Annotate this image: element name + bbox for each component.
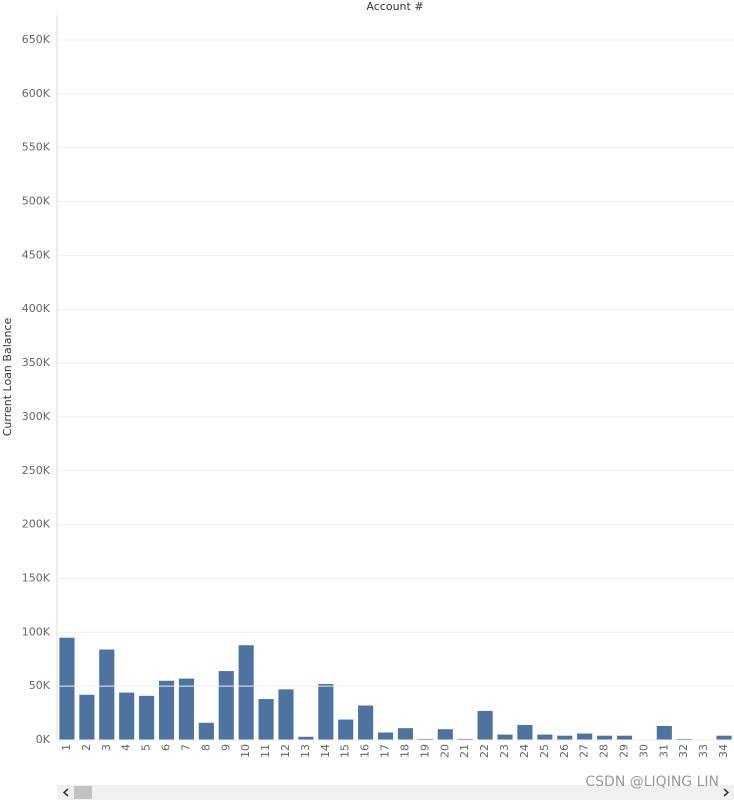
bar xyxy=(158,680,175,740)
scrollbar[interactable] xyxy=(57,785,734,800)
y-tick-label: 200K xyxy=(22,518,51,531)
bar xyxy=(477,710,493,740)
x-tick-label: 17 xyxy=(379,744,392,758)
bar xyxy=(457,738,473,740)
bar xyxy=(377,732,394,740)
x-tick-label: 26 xyxy=(558,744,571,758)
bar xyxy=(198,722,214,740)
bar xyxy=(397,728,414,740)
y-tick-label: 600K xyxy=(22,87,51,100)
x-tick-label: 1 xyxy=(60,744,73,751)
x-tick-label: 24 xyxy=(518,744,531,758)
x-tick-label: 18 xyxy=(398,744,411,758)
bar xyxy=(278,689,294,740)
bar xyxy=(417,738,433,740)
x-tick-label: 34 xyxy=(717,744,730,758)
bar xyxy=(178,678,194,740)
x-tick-label: 23 xyxy=(498,744,511,758)
bar xyxy=(716,735,732,740)
scroll-right[interactable] xyxy=(723,788,730,797)
bar xyxy=(79,694,95,740)
x-tick-label: 5 xyxy=(140,744,153,751)
bar xyxy=(537,734,553,740)
x-tick-label: 12 xyxy=(279,744,292,758)
x-tick-label: 14 xyxy=(319,744,332,758)
x-tick-label: 32 xyxy=(677,744,690,758)
x-tick-label: 22 xyxy=(478,744,491,758)
x-tick-label: 9 xyxy=(219,744,232,751)
bar xyxy=(338,719,354,740)
y-tick-label: 300K xyxy=(22,410,51,423)
bar xyxy=(238,645,254,740)
x-tick-label: 28 xyxy=(598,744,611,758)
x-tick-label: 29 xyxy=(617,744,630,758)
y-tick-label: 0K xyxy=(36,733,51,746)
y-tick-label: 250K xyxy=(22,464,51,477)
x-tick-label: 33 xyxy=(697,744,710,758)
x-tick-label: 27 xyxy=(578,744,591,758)
x-tick-label: 10 xyxy=(239,744,252,758)
y-tick-label: 650K xyxy=(22,33,51,46)
bar xyxy=(557,735,573,740)
x-tick-label: 20 xyxy=(438,744,451,758)
bar xyxy=(616,735,633,740)
y-tick-label: 550K xyxy=(22,141,51,154)
bar xyxy=(59,637,75,740)
bar xyxy=(517,724,533,740)
x-tick-label: 30 xyxy=(637,744,650,758)
bar xyxy=(597,735,613,740)
y-tick-label: 50K xyxy=(29,679,51,692)
bar xyxy=(99,649,115,740)
y-tick-label: 500K xyxy=(22,195,51,208)
x-tick-label: 11 xyxy=(259,744,272,758)
y-tick-label: 100K xyxy=(22,625,51,638)
bar xyxy=(139,695,155,740)
watermark: CSDN @LIQING LIN xyxy=(585,774,719,790)
scroll-track[interactable] xyxy=(57,785,734,800)
x-tick-label: 16 xyxy=(359,744,372,758)
bar xyxy=(577,733,593,740)
x-tick-label: 6 xyxy=(160,744,173,751)
scroll-left[interactable] xyxy=(62,788,69,797)
x-tick-label: 2 xyxy=(80,744,93,751)
x-tick-label: 13 xyxy=(299,744,312,758)
bar xyxy=(119,692,135,740)
y-tick-label: 450K xyxy=(22,248,51,261)
y-tick-label: 350K xyxy=(22,356,51,369)
bar xyxy=(258,699,274,740)
bar xyxy=(358,705,374,740)
column-header: Account # xyxy=(366,0,423,13)
x-tick-label: 15 xyxy=(339,744,352,758)
bar xyxy=(437,729,453,740)
x-tick-label: 21 xyxy=(458,744,471,758)
bar xyxy=(318,684,334,740)
y-axis-title: Current Loan Balance xyxy=(1,317,14,436)
bar xyxy=(676,738,692,740)
bar xyxy=(656,726,672,740)
x-tick-label: 4 xyxy=(120,744,133,751)
x-tick-label: 8 xyxy=(199,744,212,751)
x-tick-label: 31 xyxy=(657,744,670,758)
bar xyxy=(298,736,314,740)
y-tick-label: 400K xyxy=(22,302,51,315)
x-tick-label: 7 xyxy=(179,744,192,751)
x-tick-label: 19 xyxy=(418,744,431,758)
y-tick-label: 150K xyxy=(22,571,51,584)
x-tick-label: 3 xyxy=(100,744,113,751)
bar xyxy=(218,671,234,740)
bar xyxy=(497,734,513,740)
scroll-thumb[interactable] xyxy=(74,786,92,799)
x-tick-label: 25 xyxy=(538,744,551,758)
